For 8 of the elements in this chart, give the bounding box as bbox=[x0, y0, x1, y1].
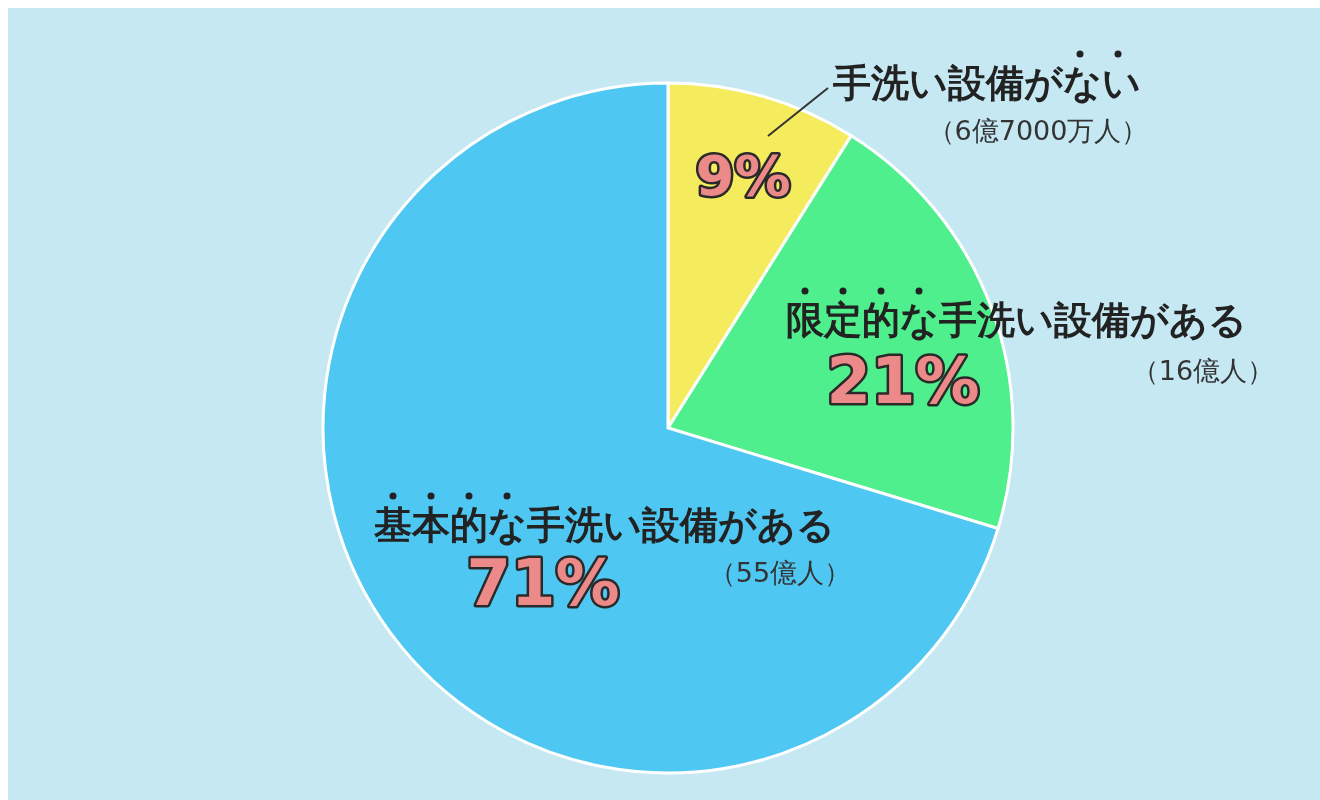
text: （16億人） bbox=[1131, 355, 1275, 386]
text: （55億人） bbox=[708, 557, 852, 588]
data-label: 21% bbox=[826, 344, 980, 418]
text: （6億7000万人） bbox=[927, 115, 1149, 146]
slice-label: 手洗い設備がない bbox=[833, 61, 1141, 105]
data-label: 9% bbox=[695, 143, 791, 208]
slice-label: 基本的な手洗い設備がある bbox=[373, 503, 835, 547]
data-label: 71% bbox=[466, 546, 620, 620]
